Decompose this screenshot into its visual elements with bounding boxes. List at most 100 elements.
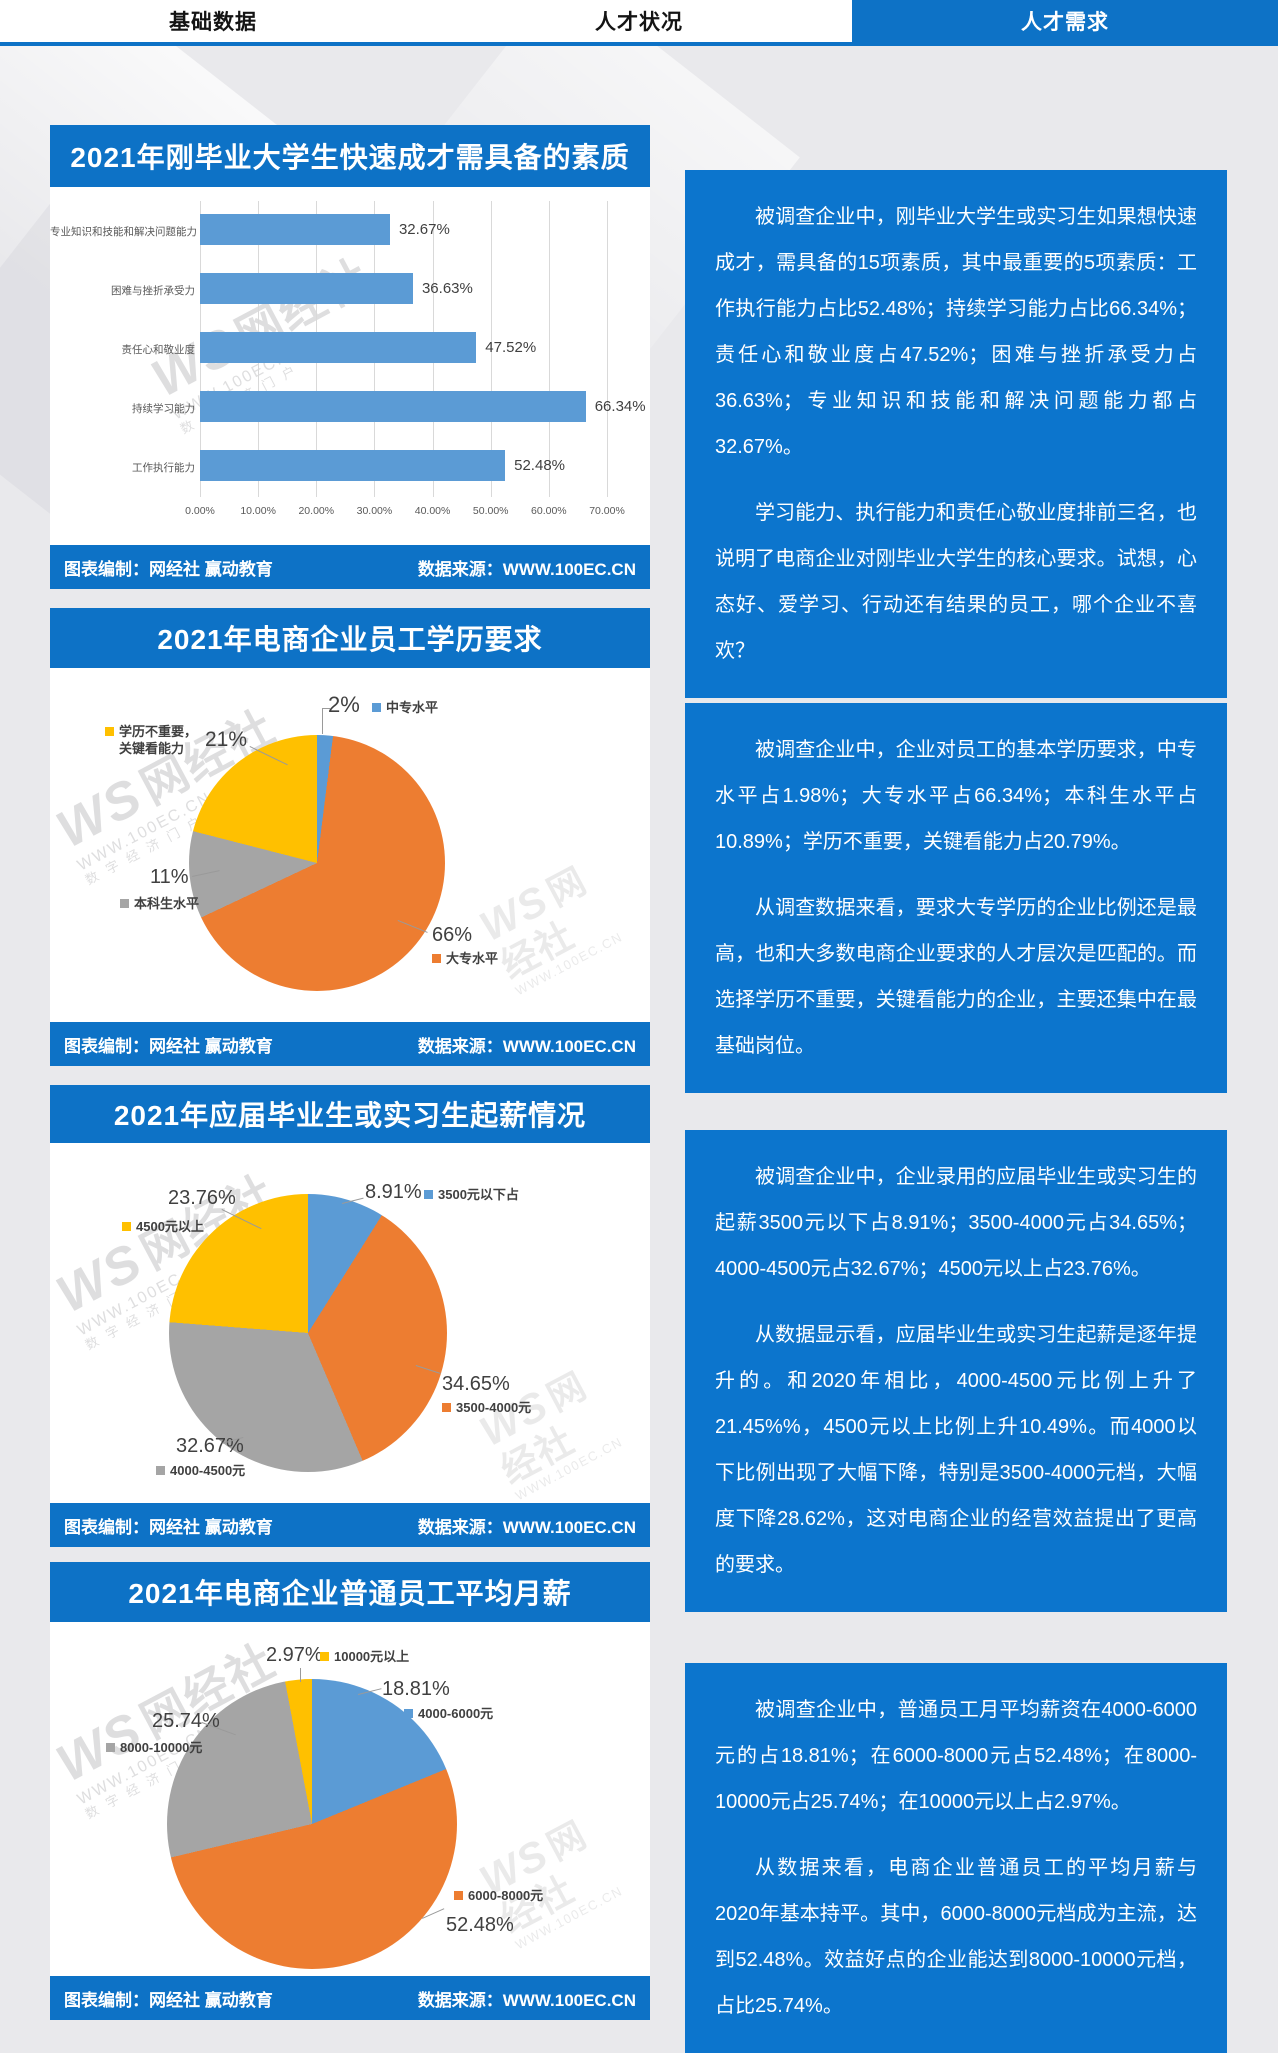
- footer-credit: 图表编制：网经社 赢动教育: [64, 559, 273, 579]
- nav-tab-talent-demand[interactable]: 人才需求: [852, 0, 1278, 42]
- bar-value-label: 32.67%: [398, 221, 450, 238]
- pie-label-pct: 2.97%: [266, 1644, 323, 1666]
- leader-line: [322, 708, 330, 734]
- watermark: WS网经社 WWW.100EC.CN: [472, 859, 626, 999]
- x-axis-tick-label: 40.00%: [414, 505, 451, 517]
- bar-plot-area: 32.67% 36.63% 47.52% 66.34% 52.48%: [200, 201, 646, 497]
- panel-paragraph: 被调查企业中，刚毕业大学生或实习生如果想快速成才，需具备的15项素质，其中最重要…: [715, 206, 1197, 458]
- chart-title-text: 2021年电商企业普通员工平均月薪: [128, 1578, 572, 1609]
- bar-category-label: 困难与挫折承受力: [111, 285, 195, 297]
- pie-legend: 6000-8000元: [454, 1888, 543, 1905]
- chart-title-text: 2021年刚毕业大学生快速成才需具备的素质: [70, 142, 630, 173]
- pie-label-pct: 2%: [328, 692, 360, 717]
- pie-monthly-salary: [167, 1679, 457, 1969]
- section-qualities-chart: 2021年刚毕业大学生快速成才需具备的素质 WS网经社 WWW.100EC.CN…: [50, 125, 650, 589]
- pie-legend: 大专水平: [432, 951, 498, 968]
- bar-value-label: 47.52%: [485, 339, 537, 356]
- x-axis-tick-label: 50.00%: [472, 505, 509, 517]
- legend-swatch: [404, 1709, 413, 1718]
- footer-source: 数据来源：WWW.100EC.CN: [417, 559, 636, 579]
- pie-legend: 8000-10000元: [106, 1740, 202, 1757]
- legend-swatch: [424, 1190, 433, 1199]
- pie-label-pct: 8.91%: [365, 1181, 422, 1203]
- panel-education-commentary: 被调查企业中，企业对员工的基本学历要求，中专水平占1.98%；大专水平占66.3…: [685, 703, 1227, 1093]
- footer-source: 数据来源：WWW.100EC.CN: [417, 1036, 636, 1056]
- bar-chart: WS网经社 WWW.100EC.CN 数字经济门户 32.67%36.63%47…: [50, 187, 650, 545]
- nav-tab-talent-status[interactable]: 人才状况: [426, 0, 852, 42]
- panel-paragraph: 被调查企业中，普通员工月平均薪资在4000-6000元的占18.81%；在600…: [715, 1699, 1197, 1813]
- bar-category-label: 专业知识和技能和解决问题能力: [50, 226, 197, 238]
- pie-legend: 本科生水平: [120, 896, 199, 913]
- footer-credit: 图表编制：网经社 赢动教育: [64, 1990, 273, 2010]
- nav-tab-label: 人才需求: [1021, 11, 1109, 34]
- legend-swatch: [156, 1466, 165, 1475]
- pie-starting-salary: [169, 1194, 447, 1472]
- bar-category-label: 持续学习能力: [132, 403, 195, 415]
- watermark: WS网经社 WWW.100EC.CN: [472, 1364, 626, 1503]
- legend-swatch: [372, 703, 381, 712]
- pie-legend: 3500-4000元: [442, 1400, 531, 1417]
- x-axis-tick-label: 20.00%: [298, 505, 335, 517]
- bar-value-label: 52.48%: [514, 457, 565, 474]
- bar-category-label: 责任心和敬业度: [121, 344, 196, 356]
- legend-swatch: [122, 1222, 131, 1231]
- bar-category-label: 工作执行能力: [132, 462, 195, 474]
- pie-label-pct: 18.81%: [382, 1678, 450, 1700]
- panel-starting-salary-commentary: 被调查企业中，企业录用的应届毕业生或实习生的起薪3500元以下占8.91%；35…: [685, 1130, 1227, 1612]
- chart-title: 2021年应届毕业生或实习生起薪情况: [50, 1085, 650, 1143]
- chart-title-text: 2021年应届毕业生或实习生起薪情况: [113, 1100, 587, 1131]
- chart-footer: 图表编制：网经社 赢动教育 数据来源：WWW.100EC.CN: [50, 1503, 650, 1547]
- pie-legend: 4000-4500元: [156, 1463, 245, 1480]
- pie-label-pct: 32.67%: [176, 1435, 244, 1457]
- bar-4: [200, 450, 506, 481]
- pie-legend: 3500元以下占: [424, 1187, 519, 1204]
- chart-title: 2021年刚毕业大学生快速成才需具备的素质: [50, 125, 650, 187]
- footer-source: 数据来源：WWW.100EC.CN: [417, 1990, 636, 2010]
- bar-0: [200, 214, 390, 245]
- legend-swatch: [442, 1403, 451, 1412]
- nav-tab-label: 基础数据: [169, 11, 257, 34]
- pie-chart-starting-salary: WS网经社 WWW.100EC.CN 数字经济门户 WS网经社 WWW.100E…: [50, 1143, 650, 1503]
- panel-paragraph: 被调查企业中，企业对员工的基本学历要求，中专水平占1.98%；大专水平占66.3…: [715, 739, 1197, 853]
- chart-footer: 图表编制：网经社 赢动教育 数据来源：WWW.100EC.CN: [50, 1022, 650, 1066]
- x-axis-tick-label: 60.00%: [531, 505, 567, 517]
- panel-qualities-commentary: 被调查企业中，刚毕业大学生或实习生如果想快速成才，需具备的15项素质，其中最重要…: [685, 170, 1227, 698]
- panel-paragraph: 被调查企业中，企业录用的应届毕业生或实习生的起薪3500元以下占8.91%；35…: [715, 1166, 1197, 1280]
- pie-legend: 中专水平: [372, 700, 438, 717]
- bar-3: [200, 391, 586, 422]
- section-monthly-salary-pie: 2021年电商企业普通员工平均月薪 WS网经社 WWW.100EC.CN 数字经…: [50, 1562, 650, 2020]
- bar-value-label: 66.34%: [594, 398, 646, 415]
- nav-tab-basic-data[interactable]: 基础数据: [0, 0, 426, 42]
- pie-label-pct: 23.76%: [168, 1187, 236, 1209]
- legend-swatch: [120, 899, 129, 908]
- pie-legend: 4500元以上: [122, 1219, 204, 1236]
- pie-legend: 10000元以上: [320, 1649, 409, 1666]
- panel-paragraph: 从调查数据来看，要求大专学历的企业比例还是最高，也和大多数电商企业要求的人才层次…: [715, 897, 1197, 1057]
- pie-label-pct: 34.65%: [442, 1373, 510, 1395]
- x-axis-tick-label: 10.00%: [240, 505, 276, 517]
- pie-legend: 4000-6000元: [404, 1706, 493, 1723]
- section-education-pie: 2021年电商企业员工学历要求 WS网经社 WWW.100EC.CN 数字经济门…: [50, 608, 650, 1066]
- legend-swatch: [105, 727, 114, 736]
- chart-title: 2021年电商企业员工学历要求: [50, 608, 650, 668]
- bar-2: [200, 332, 477, 363]
- section-salary-pie: 2021年应届毕业生或实习生起薪情况 WS网经社 WWW.100EC.CN 数字…: [50, 1085, 650, 1547]
- panel-monthly-salary-commentary: 被调查企业中，普通员工月平均薪资在4000-6000元的占18.81%；在600…: [685, 1663, 1227, 2053]
- pie-label-pct: 66%: [432, 924, 473, 946]
- leader-line: [300, 1668, 301, 1682]
- pie-chart-monthly-salary: WS网经社 WWW.100EC.CN 数字经济门户 WS网经社 WWW.100E…: [50, 1622, 650, 1976]
- chart-title-text: 2021年电商企业员工学历要求: [157, 624, 543, 655]
- panel-paragraph: 学习能力、执行能力和责任心敬业度排前三名，也说明了电商企业对刚毕业大学生的核心要…: [715, 502, 1197, 662]
- x-axis-tick-label: 0.00%: [185, 505, 215, 517]
- legend-swatch: [106, 1743, 115, 1752]
- x-axis-tick-label: 30.00%: [356, 505, 393, 517]
- x-axis-tick-label: 70.00%: [589, 505, 625, 517]
- pie-label-pct: 11%: [150, 866, 189, 888]
- pie-label-pct: 21%: [205, 728, 248, 751]
- gridline: [607, 201, 608, 497]
- legend-swatch: [432, 954, 441, 963]
- legend-swatch: [454, 1891, 463, 1900]
- legend-swatch: [320, 1652, 329, 1661]
- footer-credit: 图表编制：网经社 赢动教育: [64, 1036, 273, 1056]
- pie-chart-education: WS网经社 WWW.100EC.CN 数字经济门户 WS网经社 WWW.100E…: [50, 668, 650, 1022]
